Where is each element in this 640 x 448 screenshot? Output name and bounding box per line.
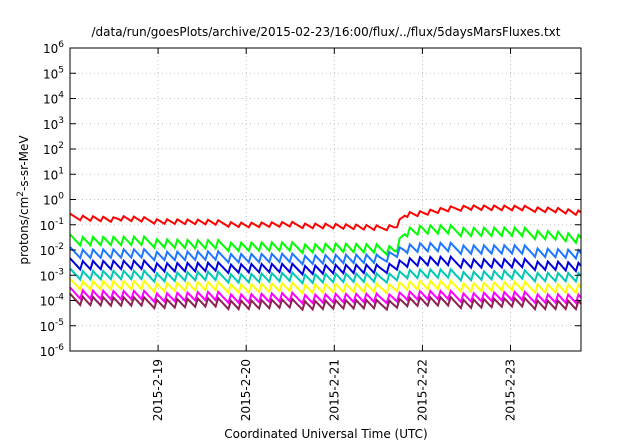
- y-axis-label: protons/cm2-s-sr-MeV: [16, 135, 31, 265]
- series-line: [69, 223, 582, 257]
- y-tick-label: 103: [43, 116, 64, 132]
- y-tick-label: 105: [43, 65, 64, 81]
- y-tick-label: 106: [43, 40, 64, 56]
- series-line: [69, 286, 582, 306]
- series-group: [69, 204, 582, 312]
- y-axis-label-exponent: 2: [16, 191, 26, 197]
- y-tick-label: 10-5: [40, 318, 64, 334]
- y-tick-label: 10-4: [40, 293, 65, 309]
- y-tick-label: 10-6: [40, 343, 65, 359]
- y-axis: 10-6 10-5 10-4 10-3 10-2 10-1 100 101 102 103 104 1…: [40, 40, 581, 359]
- series-line: [69, 293, 582, 312]
- series-line: [69, 277, 582, 296]
- y-axis-label-unit: protons/cm: [17, 197, 31, 265]
- series-line: [69, 267, 582, 286]
- x-tick-label: 2015-2-19: [151, 359, 165, 421]
- series-line: [69, 204, 582, 232]
- x-tick-label: 2015-2-21: [327, 359, 341, 421]
- y-tick-label: 10-2: [40, 242, 64, 258]
- y-tick-label: 10-3: [40, 267, 64, 283]
- y-tick-label: 104: [43, 91, 64, 107]
- y-tick-label: 102: [43, 141, 64, 157]
- series-line: [69, 254, 582, 277]
- x-tick-label: 2015-2-23: [504, 359, 518, 421]
- x-axis-label: Coordinated Universal Time (UTC): [224, 427, 427, 441]
- grid: [70, 48, 581, 351]
- y-tick-label: 10-1: [40, 217, 64, 233]
- y-tick-label: 101: [43, 166, 64, 182]
- x-tick-label: 2015-2-22: [415, 359, 429, 421]
- series-line: [69, 240, 582, 267]
- x-axis: 2015-2-19 2015-2-20 2015-2-21 2015-2-22 2015…: [151, 48, 518, 421]
- y-axis-label-rest: -s-sr-MeV: [17, 135, 31, 191]
- x-tick-label: 2015-2-20: [239, 359, 253, 421]
- plot-frame: [69, 47, 582, 352]
- chart-title: /data/run/goesPlots/archive/2015-02-23/1…: [92, 25, 561, 39]
- y-tick-label: 100: [43, 192, 64, 208]
